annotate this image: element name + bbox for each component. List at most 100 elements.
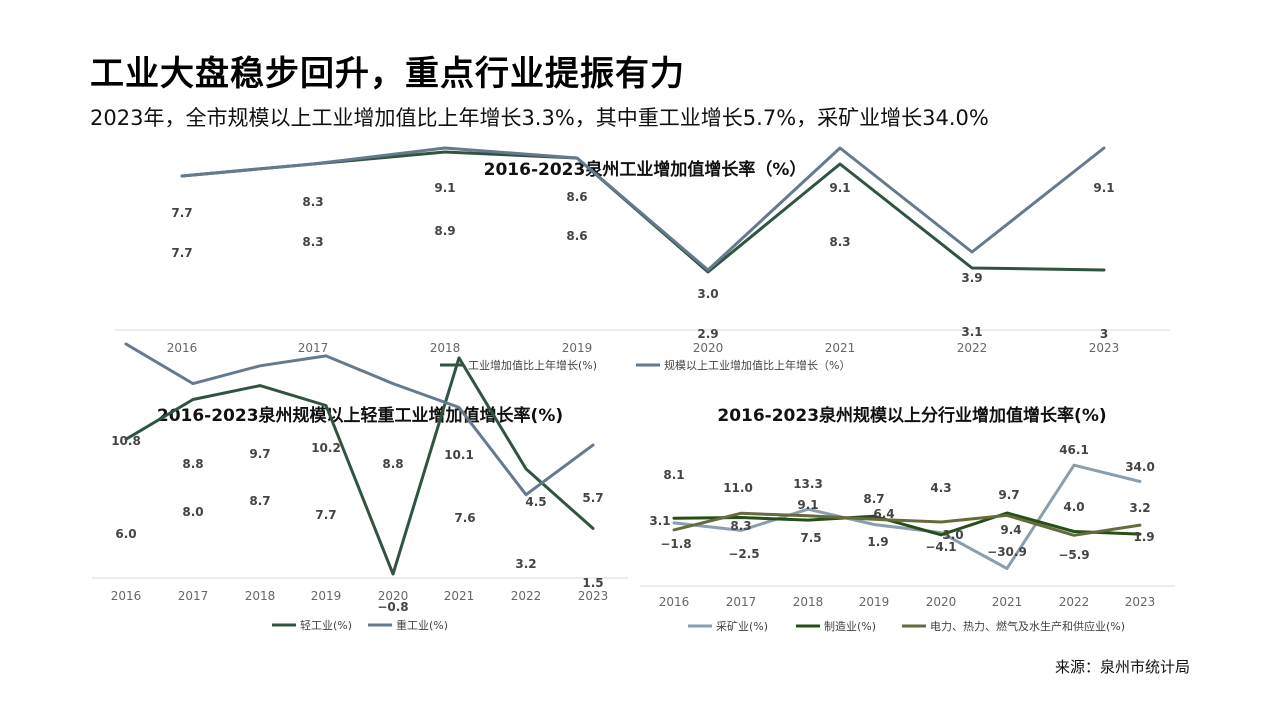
data-label-sector: 3.1 <box>649 514 670 528</box>
x-tick-label-overall: 2018 <box>430 341 461 355</box>
x-tick-label-sector: 2019 <box>859 595 890 609</box>
x-tick-label-sector: 2018 <box>793 595 824 609</box>
x-tick-label-overall: 2021 <box>825 341 856 355</box>
series-line-sector-0 <box>672 463 1142 570</box>
x-tick-label-overall: 2019 <box>562 341 593 355</box>
data-label-sector: 13.3 <box>793 477 823 491</box>
data-label-light-heavy: −0.8 <box>377 600 408 614</box>
x-tick-label-sector: 2023 <box>1125 595 1156 609</box>
data-label-overall: 9.1 <box>1093 181 1114 195</box>
page-title: 工业大盘稳步回升，重点行业提振有力 <box>90 54 685 94</box>
data-label-overall: 3.0 <box>697 287 718 301</box>
legend-label-sector: 采矿业(%) <box>716 620 768 633</box>
data-label-sector: 4.0 <box>1063 500 1084 514</box>
data-label-sector: 7.5 <box>800 531 821 545</box>
data-label-sector: 4.3 <box>930 481 951 495</box>
data-label-sector: 3.2 <box>1129 501 1150 515</box>
data-label-overall: 8.3 <box>302 235 323 249</box>
data-label-light-heavy: 6.0 <box>115 527 136 541</box>
data-label-sector: 3.0 <box>942 528 963 542</box>
x-tick-label-sector: 2022 <box>1059 595 1090 609</box>
x-tick-label-light-heavy: 2020 <box>378 589 409 603</box>
data-label-sector: 1.9 <box>1133 530 1154 544</box>
x-tick-label-light-heavy: 2017 <box>178 589 209 603</box>
x-tick-label-light-heavy: 2016 <box>111 589 142 603</box>
data-label-overall: 9.1 <box>829 181 850 195</box>
chart-title-overall: 2016-2023泉州工业增加值增长率（%） <box>484 159 807 180</box>
data-label-sector: 8.3 <box>730 519 751 533</box>
legend-label-overall: 规模以上工业增加值比上年增长（%） <box>664 358 850 372</box>
legend-label-light-heavy: 重工业(%) <box>396 618 448 632</box>
data-label-sector: −30.9 <box>987 545 1027 559</box>
data-label-overall: 8.3 <box>302 195 323 209</box>
data-label-sector: −5.9 <box>1058 548 1089 562</box>
x-tick-label-overall: 2023 <box>1089 341 1120 355</box>
legend-label-sector: 制造业(%) <box>824 619 876 633</box>
data-label-light-heavy: 4.5 <box>525 495 546 509</box>
x-tick-label-light-heavy: 2018 <box>245 589 276 603</box>
data-label-light-heavy: 8.0 <box>182 505 203 519</box>
data-label-light-heavy: 8.8 <box>382 457 403 471</box>
data-label-light-heavy: 10.2 <box>311 441 341 455</box>
data-label-overall: 7.7 <box>171 206 192 220</box>
x-tick-label-sector: 2020 <box>926 595 957 609</box>
data-label-overall: 7.7 <box>171 246 192 260</box>
data-label-overall: 3.9 <box>961 271 982 285</box>
data-label-sector: 8.1 <box>663 468 684 482</box>
data-label-sector: −4.1 <box>925 540 956 554</box>
series-line-sector-2 <box>672 511 1142 537</box>
data-label-sector: 9.7 <box>998 488 1019 502</box>
data-label-sector: 11.0 <box>723 481 753 495</box>
x-tick-label-light-heavy: 2019 <box>311 589 342 603</box>
data-label-light-heavy: 7.7 <box>315 508 336 522</box>
data-label-sector: 9.1 <box>797 498 818 512</box>
legend-label-overall: 工业增加值比上年增长(%) <box>468 358 597 372</box>
data-label-sector: 34.0 <box>1125 460 1155 474</box>
data-label-overall: 9.1 <box>434 181 455 195</box>
series-line-sector-1 <box>672 511 1142 537</box>
x-tick-label-light-heavy: 2021 <box>444 589 475 603</box>
data-label-light-heavy: 9.7 <box>249 447 270 461</box>
x-tick-label-light-heavy: 2022 <box>511 589 542 603</box>
data-label-sector: −2.5 <box>728 547 759 561</box>
legend-label-light-heavy: 轻工业(%) <box>300 618 352 632</box>
x-tick-label-overall: 2020 <box>693 341 724 355</box>
data-label-overall: 3 <box>1100 327 1108 341</box>
data-label-light-heavy: 1.5 <box>582 576 603 590</box>
x-tick-label-sector: 2016 <box>659 595 690 609</box>
x-tick-label-sector: 2017 <box>726 595 757 609</box>
data-label-overall: 8.6 <box>566 190 587 204</box>
data-label-light-heavy: 10.1 <box>444 448 474 462</box>
x-tick-label-overall: 2017 <box>298 341 329 355</box>
data-label-light-heavy: 8.7 <box>249 494 270 508</box>
x-tick-label-overall: 2022 <box>957 341 988 355</box>
data-label-overall: 2.9 <box>697 327 718 341</box>
x-tick-label-overall: 2016 <box>167 341 198 355</box>
x-tick-label-sector: 2021 <box>992 595 1023 609</box>
data-label-sector: 6.4 <box>873 507 894 521</box>
data-label-overall: 8.3 <box>829 235 850 249</box>
data-label-light-heavy: 5.7 <box>582 491 603 505</box>
data-label-overall: 8.9 <box>434 224 455 238</box>
x-tick-label-light-heavy: 2023 <box>578 589 609 603</box>
data-label-light-heavy: 3.2 <box>515 557 536 571</box>
source-note: 来源：泉州市统计局 <box>1054 658 1190 676</box>
series-line-overall-1 <box>180 146 1106 272</box>
data-label-light-heavy: 8.8 <box>182 457 203 471</box>
data-label-overall: 3.1 <box>961 325 982 339</box>
series-line-light-heavy-1 <box>124 342 595 497</box>
chart-industrial-growth: 2016-2023泉州工业增加值增长率（%） 2016 2017 2018 2019 20… <box>115 146 1170 372</box>
data-label-sector: 8.7 <box>863 492 884 506</box>
series-line-light-heavy-0 <box>124 356 595 576</box>
page-subtitle: 2023年，全市规模以上工业增加值比上年增长3.3%，其中重工业增长5.7%，采… <box>90 106 989 130</box>
data-label-sector: 9.4 <box>1000 523 1021 537</box>
data-label-light-heavy: 10.8 <box>111 434 141 448</box>
data-label-sector: 46.1 <box>1059 443 1089 457</box>
data-label-light-heavy: 7.6 <box>454 511 475 525</box>
data-label-overall: 8.6 <box>566 229 587 243</box>
legend-label-sector: 电力、热力、燃气及水生产和供应业(%) <box>930 619 1125 633</box>
data-label-sector: 1.9 <box>867 535 888 549</box>
data-label-sector: −1.8 <box>660 537 691 551</box>
